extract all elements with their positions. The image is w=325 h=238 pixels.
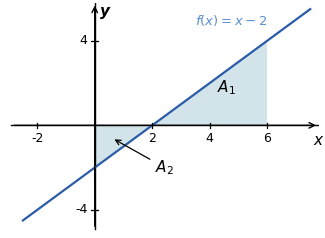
Text: 4: 4 [206,132,214,145]
Text: 2: 2 [148,132,156,145]
Text: y: y [100,4,110,19]
Polygon shape [95,125,152,168]
Text: x: x [313,133,322,148]
Text: 4: 4 [80,34,87,47]
Text: $A_1$: $A_1$ [217,78,236,97]
Text: -4: -4 [75,203,87,216]
Text: $f(x) = x - 2$: $f(x) = x - 2$ [195,13,268,28]
Text: -2: -2 [31,132,44,145]
Polygon shape [152,41,267,125]
Text: $A_2$: $A_2$ [116,140,174,177]
Text: 6: 6 [263,132,271,145]
